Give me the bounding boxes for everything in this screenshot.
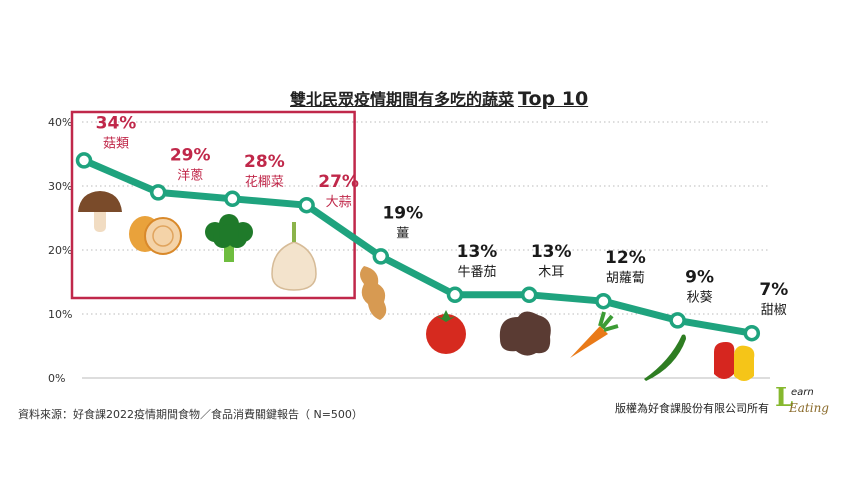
value-label: 13% [457,242,498,262]
y-tick-label: 30% [48,180,72,193]
value-label: 9% [685,267,714,287]
chart-title-highlight: Top 10 [518,88,589,110]
data-point [446,286,464,304]
data-point [298,196,315,214]
series-line [82,157,753,337]
carrot-icon [570,311,619,358]
value-label: 34% [96,113,137,133]
top4-highlight-box [70,110,356,300]
category-label: 胡蘿蔔 [606,271,645,286]
value-label: 12% [605,248,646,268]
data-point [743,324,761,342]
category-label: 秋葵 [687,290,713,305]
chart-title-main: 雙北民眾疫情期間有多吃的蔬菜 [290,90,515,109]
data-point [149,184,167,201]
y-tick-label: 0% [48,372,65,385]
logo-letter: L [775,383,794,413]
logo-word-1: earn [791,387,814,398]
bell-pepper-icon [714,342,755,381]
category-label: 牛番茄 [457,265,496,280]
wood-ear-icon [499,311,551,356]
value-label: 28% [244,152,285,172]
mushroom-icon [78,191,122,232]
value-label: 27% [318,172,359,192]
category-label: 大蒜 [326,195,352,210]
okra-icon [644,334,686,381]
data-point [75,152,93,169]
copyright-note: 版權為好食課股份有限公司所有 [615,402,769,415]
data-source-note: 資料來源：好食課2022疫情期間食物／食品消費關鍵報告（ N=500） [18,408,363,421]
data-point [224,190,241,208]
ginger-icon [360,266,387,320]
value-label: 29% [170,145,211,165]
value-label: 7% [759,280,788,300]
value-label: 13% [531,242,572,262]
garlic-icon [271,222,317,291]
data-point [669,312,686,329]
value-label: 19% [382,203,423,223]
broccoli-icon [205,214,253,262]
logo-word-2: Eating [789,401,829,415]
chart-title: 雙北民眾疫情期間有多吃的蔬菜 Top 10 [290,86,588,110]
data-point [372,248,390,265]
y-tick-label: 20% [48,244,72,257]
category-label: 木耳 [538,265,564,280]
category-label: 洋蔥 [177,168,203,183]
category-label: 甜椒 [761,302,787,318]
onion-icon [129,216,182,255]
category-label: 花椰菜 [245,174,284,190]
learn-eating-logo: L earn Eating [775,383,839,419]
data-point [595,292,612,310]
tomato-icon [426,310,466,354]
y-tick-label: 10% [48,308,72,321]
category-label: 菇類 [103,136,129,151]
data-point [520,286,538,304]
y-tick-label: 40% [48,116,72,129]
category-label: 薑 [396,226,409,241]
